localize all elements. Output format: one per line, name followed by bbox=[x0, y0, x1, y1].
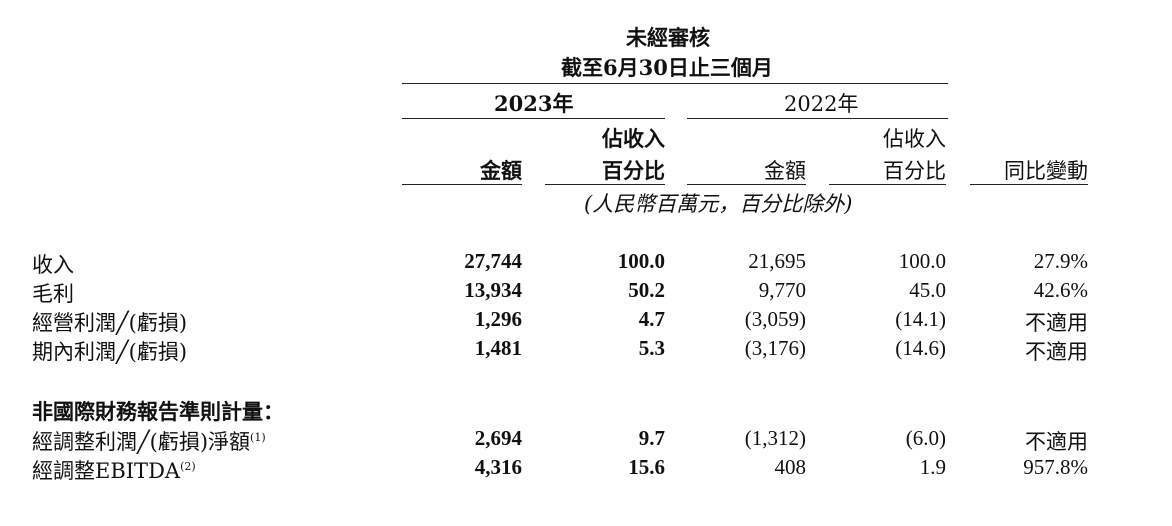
period-heading: 截至6月30日止三個月 bbox=[561, 55, 773, 80]
pct-2022: 1.9 bbox=[919, 455, 946, 479]
amount-2022: (1,312) bbox=[744, 426, 806, 450]
yoy-change: 不適用 bbox=[1025, 430, 1088, 454]
row-label: 毛利 bbox=[32, 282, 74, 306]
amount-2023: 2,694 bbox=[474, 426, 522, 450]
amount-2022-rule bbox=[687, 184, 806, 185]
yoy-rule bbox=[970, 184, 1088, 185]
pct-2023: 100.0 bbox=[617, 249, 665, 273]
amount-2022: 9,770 bbox=[758, 278, 806, 302]
amount-2022: 21,695 bbox=[748, 249, 806, 273]
pct-2023: 9.7 bbox=[638, 426, 665, 450]
yoy-header: 同比變動 bbox=[1004, 159, 1088, 183]
year-2022-heading: 2022年 bbox=[784, 92, 859, 116]
row-label-text: 經調整利潤╱(虧損)淨額 bbox=[32, 430, 251, 454]
pct-2022: (6.0) bbox=[905, 426, 946, 450]
pct-2023: 4.7 bbox=[638, 307, 665, 331]
pct-2022: (14.6) bbox=[895, 336, 946, 360]
amount-2022-header: 金額 bbox=[764, 159, 806, 183]
amount-2023: 1,481 bbox=[474, 336, 522, 360]
yoy-change: 27.9% bbox=[1033, 249, 1088, 273]
pct-2023-header-line2: 百分比 bbox=[602, 158, 665, 183]
footnote-ref: (1) bbox=[250, 431, 266, 444]
row-label: 收入 bbox=[32, 253, 74, 277]
year-2023-rule bbox=[402, 118, 665, 119]
pct-2023: 15.6 bbox=[628, 455, 665, 479]
row-label: 期內利潤╱(虧損) bbox=[32, 340, 188, 364]
amount-2023: 27,744 bbox=[464, 249, 522, 273]
row-label-text: 經調整EBITDA bbox=[32, 459, 181, 483]
row-label: 經調整EBITDA(2) bbox=[32, 455, 196, 485]
units-note: (人民幣百萬元，百分比除外) bbox=[584, 192, 853, 216]
yoy-change: 42.6% bbox=[1033, 278, 1088, 302]
year-2022-rule bbox=[687, 118, 948, 119]
amount-2023: 4,316 bbox=[474, 455, 522, 479]
audit-status-heading: 未經審核 bbox=[626, 25, 710, 50]
footnote-ref: (2) bbox=[180, 460, 196, 473]
yoy-change: 不適用 bbox=[1025, 340, 1088, 364]
pct-2022: (14.1) bbox=[895, 307, 946, 331]
year-2023-heading: 2023年 bbox=[494, 91, 574, 116]
amount-2023: 13,934 bbox=[464, 278, 522, 302]
amount-2022: (3,176) bbox=[744, 336, 806, 360]
pct-2022: 45.0 bbox=[909, 278, 946, 302]
yoy-change: 957.8% bbox=[1023, 455, 1088, 479]
amount-2022: (3,059) bbox=[744, 307, 806, 331]
non-ifrs-heading: 非國際財務報告準則計量： bbox=[32, 399, 284, 424]
pct-2023-rule bbox=[545, 184, 665, 185]
pct-2023: 50.2 bbox=[628, 278, 665, 302]
pct-2023-header-line1: 佔收入 bbox=[602, 126, 665, 151]
pct-2023: 5.3 bbox=[638, 336, 665, 360]
pct-2022-rule bbox=[829, 184, 946, 185]
pct-2022: 100.0 bbox=[898, 249, 946, 273]
pct-2022-header-line1: 佔收入 bbox=[883, 127, 946, 151]
amount-2023-header: 金額 bbox=[480, 158, 522, 183]
yoy-change: 不適用 bbox=[1025, 311, 1088, 335]
amount-2023: 1,296 bbox=[474, 307, 522, 331]
amount-2023-rule bbox=[402, 184, 522, 185]
amount-2022: 408 bbox=[774, 455, 807, 479]
header-rule-top bbox=[402, 83, 948, 84]
row-label: 經調整利潤╱(虧損)淨額(1) bbox=[32, 426, 266, 456]
pct-2022-header-line2: 百分比 bbox=[883, 159, 946, 183]
row-label: 經營利潤╱(虧損) bbox=[32, 311, 188, 335]
